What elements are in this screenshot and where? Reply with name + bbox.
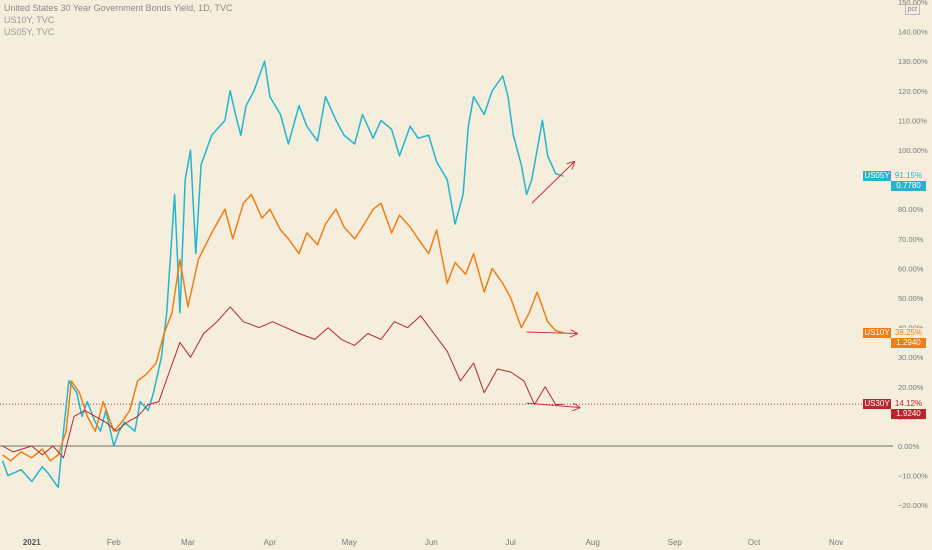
y-tick-label: 60.00% (898, 264, 924, 273)
x-tick-label: Mar (181, 538, 195, 547)
x-tick-label: 2021 (23, 538, 41, 547)
y-tick-label: 100.00% (898, 146, 928, 155)
legend-us10y: US10Y, TVC (4, 15, 55, 25)
y-tick-label: 80.00% (898, 205, 924, 214)
us10y-badge-percent: 38.25% (891, 327, 926, 338)
us05y-badge-value: 0.7780 (891, 181, 926, 192)
legend-title: United States 30 Year Government Bonds Y… (4, 3, 233, 13)
us30y-badge-value: 1.9240 (891, 409, 926, 420)
us05y-badge-percent: 91.15% (891, 171, 926, 182)
x-tick-label: Apr (264, 538, 277, 547)
y-tick-label: −20.00% (898, 501, 928, 510)
y-tick-label: 0.00% (898, 442, 920, 451)
y-tick-label: 150.00% (898, 0, 928, 7)
us10y-badge-value: 1.2940 (891, 337, 926, 348)
trend-arrow[interactable] (526, 332, 577, 333)
us30y-badge-name: US30Y (863, 399, 891, 410)
y-tick-label: 30.00% (898, 353, 924, 362)
chart-legend: United States 30 Year Government Bonds Y… (4, 2, 232, 38)
x-tick-label: Jun (425, 538, 438, 547)
y-tick-label: 120.00% (898, 87, 928, 96)
x-tick-label: Oct (748, 538, 761, 547)
y-tick-label: 110.00% (898, 116, 927, 125)
x-tick-label: Aug (586, 538, 600, 547)
x-tick-label: Nov (829, 538, 843, 547)
us30y-badge-percent: 14.12% (891, 399, 926, 410)
us05y-badge-name: US05Y (863, 171, 891, 182)
y-tick-label: 140.00% (898, 28, 928, 37)
legend-us05y: US05Y, TVC (4, 27, 55, 37)
y-tick-label: −10.00% (898, 472, 928, 481)
x-tick-label: Sep (668, 538, 683, 547)
us30y-series-line (2, 306, 564, 459)
us30y-price-badge: US30Y 14.12% 1.9240 (863, 399, 926, 420)
y-tick-label: 130.00% (898, 57, 928, 66)
us10y-badge-name: US10Y (863, 327, 891, 338)
x-tick-label: May (342, 538, 357, 547)
x-tick-label: Jul (506, 538, 516, 547)
us05y-price-badge: US05Y 91.15% 0.7780 (863, 171, 926, 192)
y-tick-label: 20.00% (898, 383, 924, 392)
us10y-price-badge: US10Y 38.25% 1.2940 (863, 327, 926, 348)
y-tick-label: 70.00% (898, 235, 924, 244)
trend-arrow[interactable] (526, 402, 580, 407)
x-tick-label: Feb (107, 538, 121, 547)
percent-scale-button[interactable]: pct (904, 4, 920, 15)
us10y-series-line (2, 193, 564, 462)
y-tick-label: 50.00% (898, 294, 924, 303)
trend-arrow[interactable] (531, 162, 574, 204)
us05y-series-line (1, 60, 564, 489)
